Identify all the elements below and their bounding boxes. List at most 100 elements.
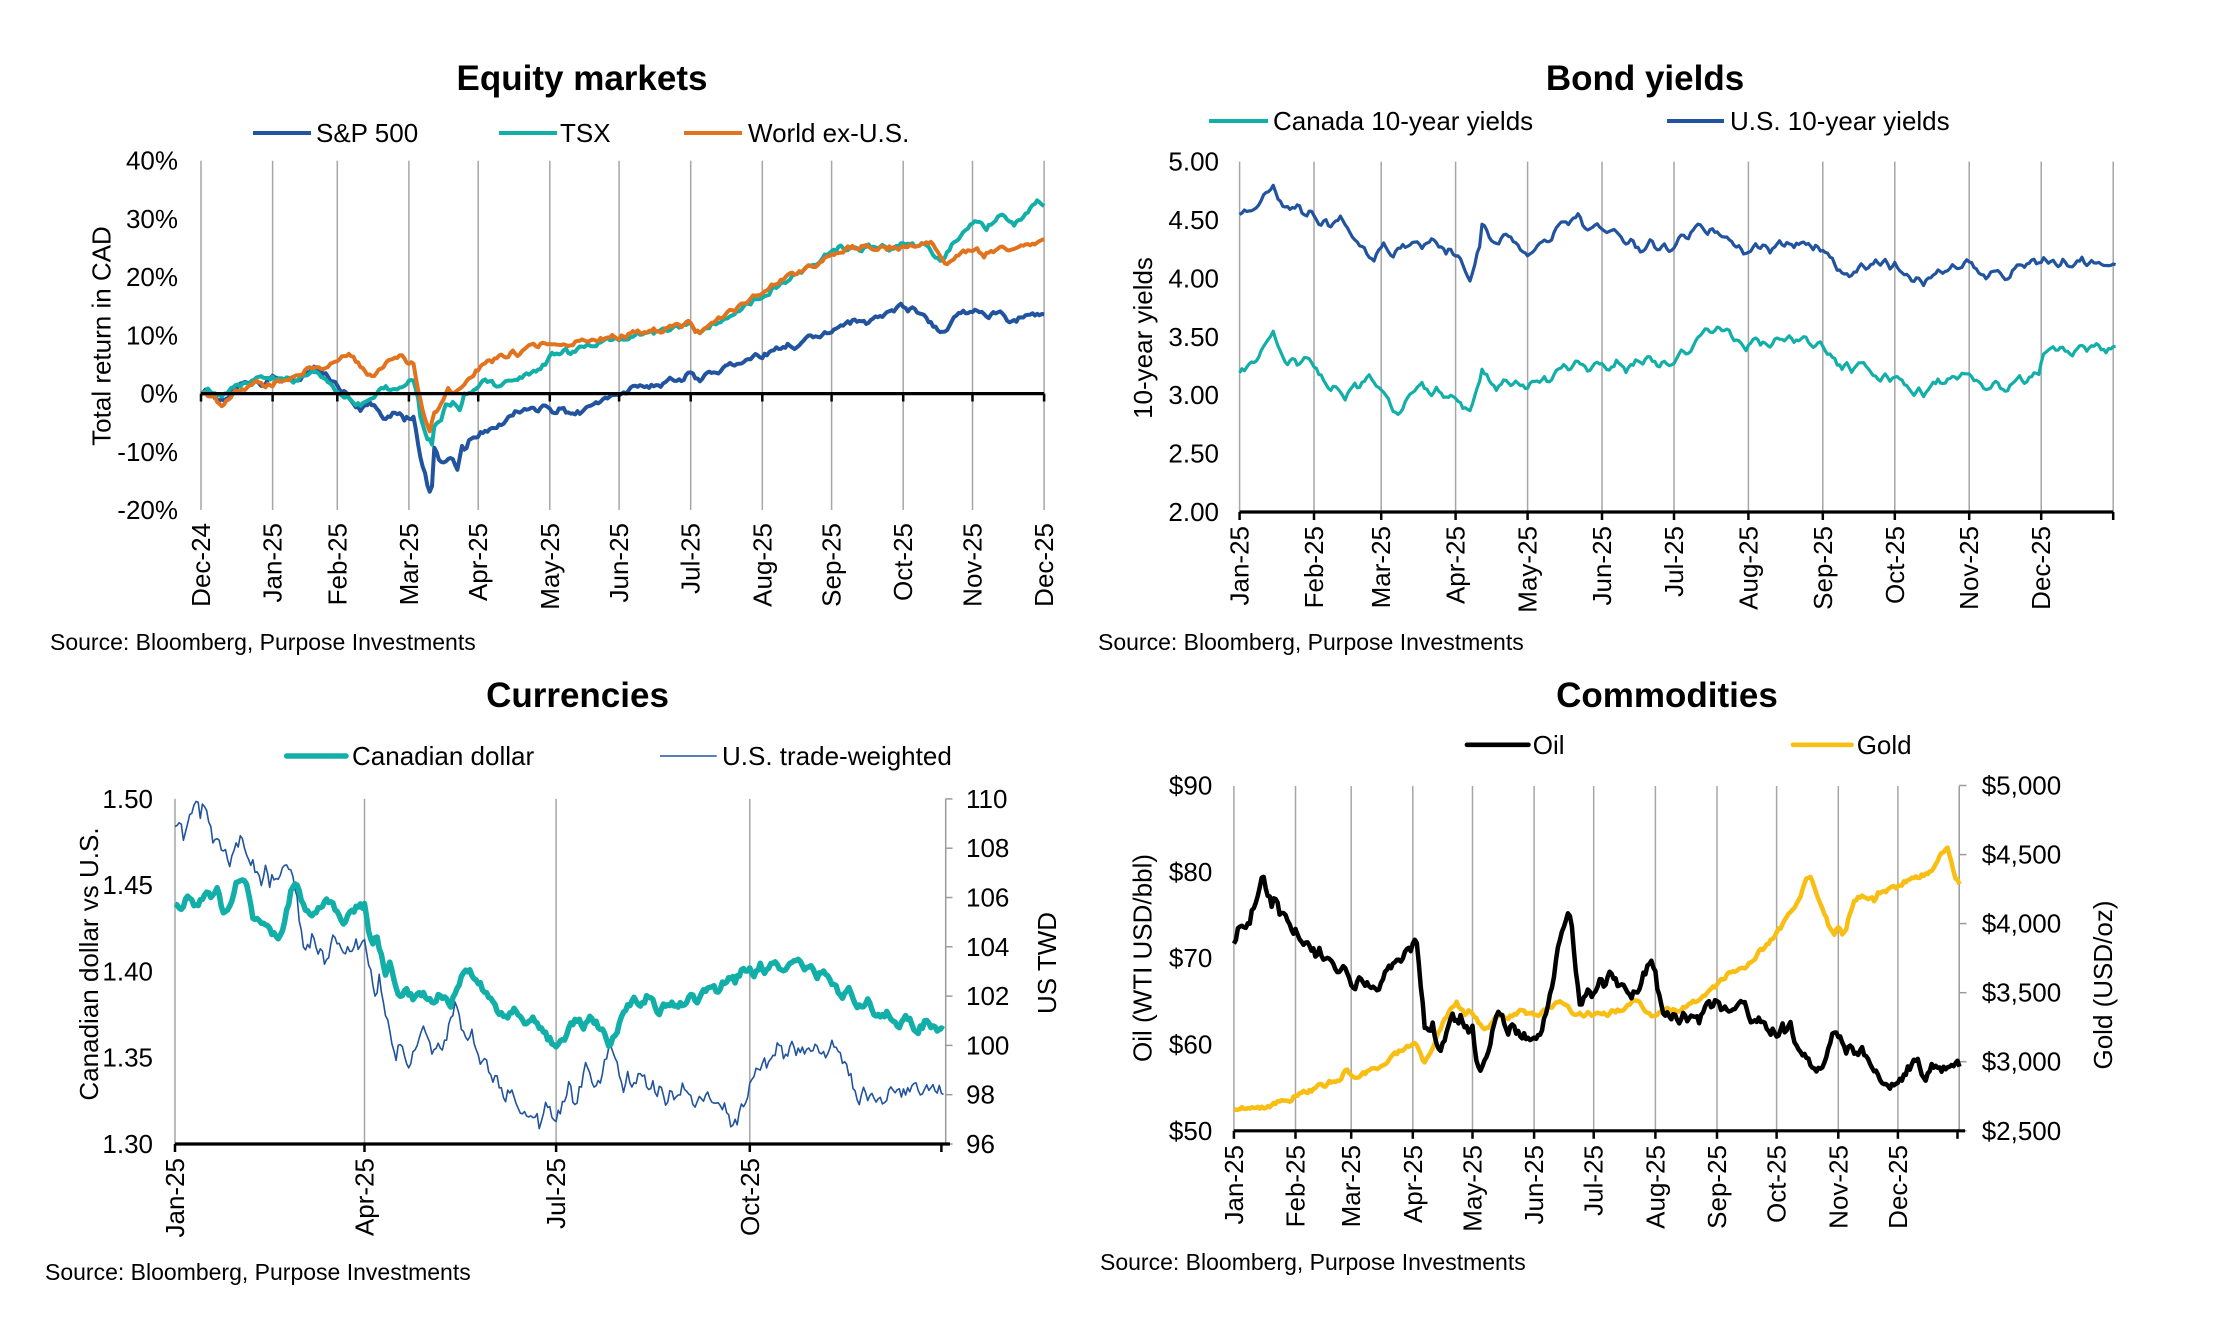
svg-text:Jan-25: Jan-25: [160, 1158, 190, 1238]
svg-text:Jun-25: Jun-25: [1519, 1145, 1549, 1225]
svg-text:3.50: 3.50: [1168, 322, 1219, 352]
svg-text:Mar-25: Mar-25: [1366, 526, 1396, 608]
svg-text:Jul-25: Jul-25: [1659, 526, 1689, 597]
svg-text:$50: $50: [1169, 1116, 1212, 1146]
svg-text:Total return in CAD: Total return in CAD: [87, 226, 117, 446]
svg-text:Source: Bloomberg, Purpose Inv: Source: Bloomberg, Purpose Investments: [1098, 629, 1524, 655]
svg-text:$70: $70: [1169, 943, 1212, 973]
svg-text:$4,500: $4,500: [1982, 840, 2062, 870]
svg-text:1.40: 1.40: [102, 957, 153, 987]
svg-text:TSX: TSX: [560, 118, 611, 148]
svg-text:100: 100: [966, 1030, 1009, 1060]
svg-text:Dec-25: Dec-25: [1883, 1145, 1913, 1229]
svg-text:World ex-U.S.: World ex-U.S.: [748, 118, 909, 148]
svg-text:Source: Bloomberg, Purpose Inv: Source: Bloomberg, Purpose Investments: [45, 1259, 471, 1285]
svg-text:4.00: 4.00: [1168, 263, 1219, 293]
svg-text:Apr-25: Apr-25: [350, 1158, 380, 1236]
svg-text:$2,500: $2,500: [1982, 1116, 2062, 1146]
svg-text:Oil: Oil: [1533, 730, 1565, 760]
svg-text:2.00: 2.00: [1168, 497, 1219, 527]
svg-text:2.50: 2.50: [1168, 439, 1219, 469]
svg-text:Jan-25: Jan-25: [1225, 526, 1255, 606]
svg-text:Mar-25: Mar-25: [394, 523, 424, 605]
svg-text:May-25: May-25: [535, 523, 565, 610]
svg-text:$90: $90: [1169, 771, 1212, 801]
svg-text:98: 98: [966, 1080, 995, 1110]
svg-text:5.00: 5.00: [1168, 147, 1219, 177]
svg-text:Nov-25: Nov-25: [958, 523, 988, 607]
svg-text:Mar-25: Mar-25: [1336, 1145, 1366, 1227]
svg-text:Source: Bloomberg, Purpose Inv: Source: Bloomberg, Purpose Investments: [50, 629, 476, 655]
svg-text:Apr-25: Apr-25: [463, 523, 493, 601]
svg-text:1.30: 1.30: [102, 1129, 153, 1159]
svg-text:Jul-25: Jul-25: [541, 1158, 571, 1229]
svg-text:Jul-25: Jul-25: [1579, 1145, 1609, 1216]
svg-text:20%: 20%: [126, 262, 178, 292]
svg-text:102: 102: [966, 981, 1009, 1011]
svg-text:Canada 10-year yields: Canada 10-year yields: [1273, 106, 1533, 136]
svg-text:Apr-25: Apr-25: [1398, 1145, 1428, 1223]
svg-text:10-year yields: 10-year yields: [1128, 257, 1158, 419]
svg-text:Sep-25: Sep-25: [1808, 526, 1838, 610]
svg-text:May-25: May-25: [1458, 1145, 1488, 1232]
svg-text:3.00: 3.00: [1168, 380, 1219, 410]
svg-text:1.35: 1.35: [102, 1043, 153, 1073]
svg-text:Feb-25: Feb-25: [1299, 526, 1329, 608]
svg-text:Oil (WTI USD/bbl): Oil (WTI USD/bbl): [1128, 854, 1158, 1062]
svg-text:Jul-25: Jul-25: [676, 523, 706, 594]
svg-text:Gold: Gold: [1857, 730, 1912, 760]
svg-text:U.S. 10-year yields: U.S. 10-year yields: [1730, 106, 1950, 136]
svg-text:Sep-25: Sep-25: [1702, 1145, 1732, 1229]
svg-text:108: 108: [966, 833, 1009, 863]
svg-text:Currencies: Currencies: [486, 676, 669, 715]
svg-text:Sep-25: Sep-25: [817, 523, 847, 607]
svg-text:Oct-25: Oct-25: [1880, 526, 1910, 604]
svg-text:US TWD: US TWD: [1032, 912, 1062, 1014]
svg-text:-10%: -10%: [117, 437, 178, 467]
svg-text:30%: 30%: [126, 204, 178, 234]
svg-text:Feb-25: Feb-25: [322, 523, 352, 605]
svg-text:Bond yields: Bond yields: [1546, 59, 1744, 98]
svg-text:Oct-25: Oct-25: [735, 1158, 765, 1236]
svg-text:Gold (USD/oz): Gold (USD/oz): [2088, 900, 2118, 1069]
svg-text:Source: Bloomberg, Purpose Inv: Source: Bloomberg, Purpose Investments: [1100, 1249, 1526, 1275]
svg-text:Jan-25: Jan-25: [258, 523, 288, 603]
svg-text:Oct-25: Oct-25: [1762, 1145, 1792, 1223]
svg-text:May-25: May-25: [1513, 526, 1543, 613]
svg-text:Aug-25: Aug-25: [747, 523, 777, 607]
svg-text:Canadian dollar: Canadian dollar: [352, 741, 534, 771]
svg-text:U.S. trade-weighted: U.S. trade-weighted: [722, 741, 952, 771]
svg-text:Feb-25: Feb-25: [1281, 1145, 1311, 1227]
svg-text:S&P 500: S&P 500: [316, 118, 418, 148]
svg-text:Dec-25: Dec-25: [2026, 526, 2056, 610]
svg-text:$60: $60: [1169, 1030, 1212, 1060]
svg-text:$3,500: $3,500: [1982, 978, 2062, 1008]
svg-text:1.45: 1.45: [102, 870, 153, 900]
svg-text:104: 104: [966, 932, 1009, 962]
svg-text:Jan-25: Jan-25: [1219, 1145, 1249, 1225]
svg-text:$3,000: $3,000: [1982, 1047, 2062, 1077]
svg-text:Equity markets: Equity markets: [457, 59, 708, 98]
svg-text:4.50: 4.50: [1168, 205, 1219, 235]
svg-text:$5,000: $5,000: [1982, 771, 2062, 801]
svg-text:96: 96: [966, 1129, 995, 1159]
svg-text:10%: 10%: [126, 320, 178, 350]
svg-text:40%: 40%: [126, 146, 178, 176]
svg-text:Aug-25: Aug-25: [1640, 1145, 1670, 1229]
svg-text:Jun-25: Jun-25: [604, 523, 634, 603]
svg-text:Commodities: Commodities: [1556, 676, 1778, 715]
svg-text:Aug-25: Aug-25: [1733, 526, 1763, 610]
svg-text:Nov-25: Nov-25: [1823, 1145, 1853, 1229]
svg-text:Jun-25: Jun-25: [1587, 526, 1617, 606]
svg-text:110: 110: [966, 784, 1007, 814]
svg-text:1.50: 1.50: [102, 784, 153, 814]
svg-text:Dec-24: Dec-24: [186, 523, 216, 607]
svg-text:Apr-25: Apr-25: [1441, 526, 1471, 604]
svg-text:$4,000: $4,000: [1982, 909, 2062, 939]
svg-text:106: 106: [966, 883, 1009, 913]
svg-text:Oct-25: Oct-25: [888, 523, 918, 601]
svg-text:-20%: -20%: [117, 495, 178, 525]
svg-text:0%: 0%: [140, 379, 178, 409]
svg-text:Nov-25: Nov-25: [1954, 526, 1984, 610]
svg-text:Canadian dollar vs U.S.: Canadian dollar vs U.S.: [74, 827, 104, 1100]
